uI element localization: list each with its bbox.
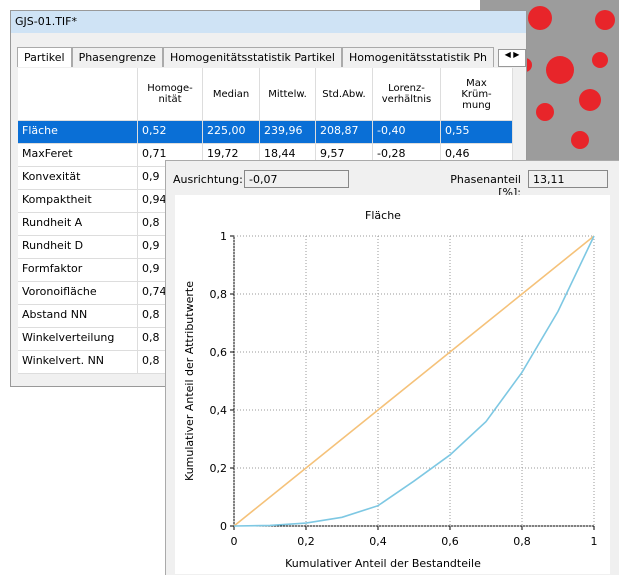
table-cell[interactable]: Fläche	[18, 121, 138, 144]
header-cell: Lorenz-verhältnis	[373, 68, 441, 121]
x-tick-label: 0,8	[513, 535, 531, 548]
y-tick-label: 0	[220, 520, 227, 533]
header-text: Homoge-	[147, 83, 193, 94]
orientation-label: Ausrichtung:	[173, 173, 243, 186]
page: GJS-01.TIF* PartikelPhasengrenzeHomogeni…	[0, 0, 619, 574]
table-cell[interactable]: Winkelverteilung	[18, 328, 138, 351]
header-text: Max	[466, 78, 487, 89]
table-cell[interactable]: Winkelvert. NN	[18, 351, 138, 374]
x-tick-label: 0,4	[369, 535, 387, 548]
table-cell[interactable]: -0,40	[373, 121, 441, 144]
header-text: Median	[213, 89, 249, 100]
orientation-field[interactable]: -0,07	[244, 170, 349, 188]
header-cell: Homoge-nität	[138, 68, 203, 121]
header-text: verhältnis	[382, 94, 432, 105]
header-text: nität	[158, 94, 181, 105]
title-bar: GJS-01.TIF*	[11, 11, 526, 33]
x-tick-label: 0	[231, 535, 238, 548]
tab[interactable]: Homogenitätsstatistik Ph	[342, 47, 494, 67]
header-text: Std.Abw.	[322, 89, 365, 100]
header-text: Krüm-	[461, 89, 491, 100]
x-tick-label: 0,6	[441, 535, 459, 548]
table-cell[interactable]: MaxFeret	[18, 144, 138, 167]
y-tick-label: 1	[220, 230, 227, 243]
header-cell	[18, 68, 138, 121]
y-axis-label: Kumulativer Anteil der Attributwerte	[183, 281, 196, 481]
table-cell[interactable]: Formfaktor	[18, 259, 138, 282]
header-cell: Mittelw.	[260, 68, 316, 121]
tab[interactable]: Partikel	[17, 47, 72, 67]
table-cell[interactable]: 208,87	[316, 121, 373, 144]
table-cell[interactable]: 0,55	[441, 121, 513, 144]
series-line	[234, 236, 594, 526]
chart: Fläche Kumulativer Anteil der Bestandtei…	[175, 195, 610, 574]
header-text: mung	[462, 100, 491, 111]
x-tick-label: 1	[591, 535, 598, 548]
y-tick-label: 0,2	[210, 462, 228, 475]
table-cell[interactable]: 225,00	[203, 121, 260, 144]
tab[interactable]: Homogenitätsstatistik Partikel	[163, 47, 342, 67]
table-cell[interactable]: Voronoifläche	[18, 282, 138, 305]
tab[interactable]: Phasengrenze	[72, 47, 163, 67]
header-cell: Std.Abw.	[316, 68, 373, 121]
tab-scroll[interactable]: ◀ ▶	[498, 49, 526, 67]
chart-title: Fläche	[365, 209, 401, 222]
header-text: Lorenz-	[388, 83, 425, 94]
x-axis-label: Kumulativer Anteil der Bestandteile	[285, 557, 481, 570]
table-cell[interactable]: Kompaktheit	[18, 190, 138, 213]
table-cell[interactable]: 239,96	[260, 121, 316, 144]
header-cell: Median	[203, 68, 260, 121]
table-cell[interactable]: Rundheit A	[18, 213, 138, 236]
table-cell[interactable]: Konvexität	[18, 167, 138, 190]
y-tick-label: 0,6	[210, 346, 228, 359]
y-tick-label: 0,8	[210, 288, 228, 301]
table-cell[interactable]: Abstand NN	[18, 305, 138, 328]
window-title: GJS-01.TIF*	[15, 15, 77, 28]
table-cell[interactable]: Rundheit D	[18, 236, 138, 259]
phase-field[interactable]: 13,11	[528, 170, 608, 188]
y-tick-label: 0,4	[210, 404, 228, 417]
x-tick-label: 0,2	[297, 535, 315, 548]
header-text: Mittelw.	[268, 89, 307, 100]
table-cell[interactable]: 0,52	[138, 121, 203, 144]
